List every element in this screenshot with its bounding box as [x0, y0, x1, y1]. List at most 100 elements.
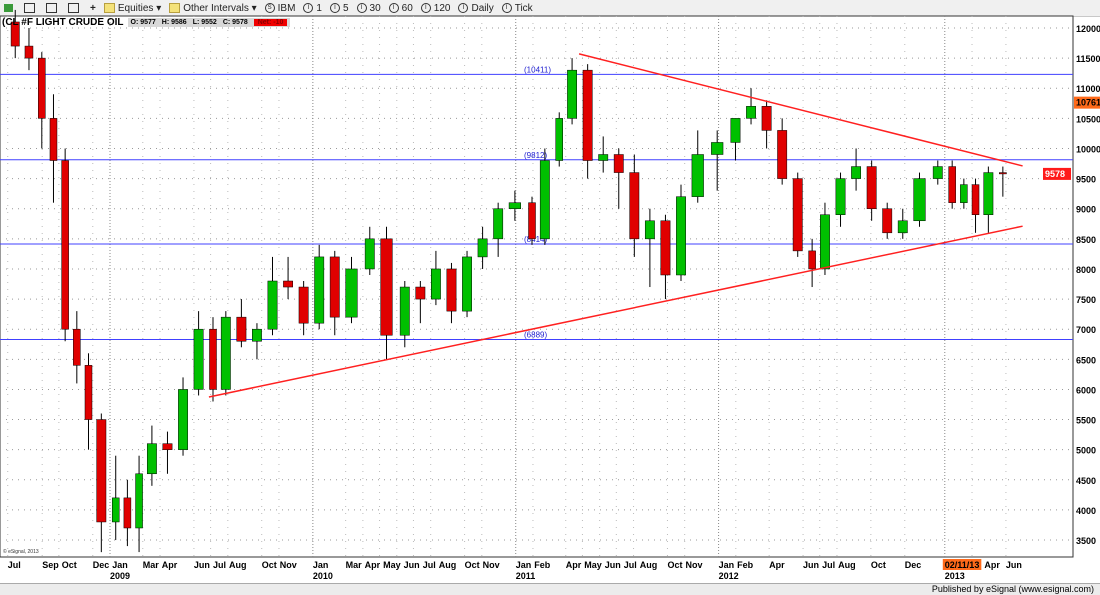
candle — [983, 166, 994, 233]
candle — [146, 425, 157, 486]
candle-body — [528, 202, 536, 240]
price-marker-label: 9578 — [1045, 169, 1065, 179]
interval-daily-button[interactable]: I Daily — [458, 3, 494, 14]
candle-body — [660, 220, 671, 276]
price-marker-label: 10761 — [1076, 98, 1100, 108]
symbol-icon: S — [264, 3, 275, 13]
candle-body — [644, 220, 655, 240]
candle — [508, 190, 521, 221]
add-page-icon[interactable] — [24, 3, 38, 13]
candle-body — [73, 328, 81, 366]
candle — [567, 58, 577, 125]
candle-body — [111, 497, 120, 523]
candle-body — [808, 250, 816, 270]
y-tick-label: 3500 — [1076, 536, 1096, 546]
candle-body — [539, 160, 550, 240]
candle-body — [380, 238, 393, 336]
candle — [999, 166, 1007, 197]
candle — [932, 160, 943, 185]
y-tick-label: 7500 — [1076, 295, 1096, 305]
x-tick-label: Nov — [280, 560, 297, 570]
y-tick-label: 10000 — [1076, 144, 1100, 154]
candle — [792, 172, 803, 257]
other-intervals-label: Other Intervals — [183, 2, 249, 14]
candle — [209, 317, 217, 402]
interval-30-button[interactable]: I 30 — [356, 2, 381, 14]
label: 120 — [433, 2, 451, 14]
x-tick-label: Jul — [213, 560, 226, 570]
interval-icon: I — [329, 3, 340, 13]
trendline — [578, 53, 1023, 167]
chart-icon[interactable] — [4, 4, 16, 12]
label: 1 — [316, 2, 322, 14]
x-tick-label: May — [383, 560, 401, 570]
candle — [61, 148, 69, 342]
symbol-ibm-button[interactable]: S IBM — [264, 3, 295, 14]
x-tick-label: Jul — [423, 560, 436, 570]
candle — [84, 353, 93, 450]
candle-body — [960, 184, 968, 203]
label: 30 — [369, 2, 381, 14]
candle-body — [84, 365, 93, 420]
price-chart[interactable]: 3500 4000 4500 5000 5500 6000 6500 7000 7500 8000… — [0, 0, 1100, 583]
candle — [555, 112, 563, 167]
x-tick-label: Nov — [685, 560, 702, 570]
folder-icon — [103, 3, 115, 13]
candle-body — [345, 268, 358, 318]
x-tick-label: Jun — [194, 560, 210, 570]
x-year-label: 2013 — [945, 571, 965, 581]
properties-icon[interactable] — [68, 3, 82, 13]
x-tick-label: Oct — [62, 560, 77, 570]
candle — [477, 226, 488, 269]
candle-body — [96, 419, 107, 523]
candle — [123, 479, 132, 547]
candle — [220, 311, 231, 396]
x-tick-label: Oct — [465, 560, 480, 570]
candle — [948, 160, 956, 209]
x-tick-label: Jun — [605, 560, 621, 570]
interval-120-button[interactable]: I 120 — [420, 2, 451, 14]
x-tick-label: Mar — [143, 560, 160, 570]
x-year-label: 2011 — [516, 571, 536, 581]
candle-body — [298, 286, 309, 324]
other-intervals-menu[interactable]: Other Intervals ▾ — [169, 2, 257, 14]
x-tick-label: Sep — [42, 560, 59, 570]
copy-page-icon[interactable] — [46, 3, 60, 13]
x-tick-label: Oct — [667, 560, 682, 570]
instrument-name: LIGHT CRUDE OIL — [35, 17, 124, 28]
interval-tick-button[interactable]: I Tick — [501, 3, 533, 14]
equities-label: Equities — [117, 2, 154, 14]
candle-body — [866, 166, 877, 209]
candle-body — [835, 178, 846, 215]
y-tick-label: 6000 — [1076, 385, 1096, 395]
candle-body — [508, 202, 521, 209]
candle-body — [430, 268, 441, 300]
candle — [613, 148, 624, 209]
x-tick-label: Apr — [984, 560, 1000, 570]
interval-60-button[interactable]: I 60 — [388, 3, 413, 14]
crosshair-plus-icon[interactable]: + — [90, 2, 96, 14]
candle — [777, 118, 788, 185]
candle — [96, 413, 107, 553]
x-tick-label: Jul — [624, 560, 637, 570]
open-value: O: 9577 — [130, 19, 156, 26]
candle — [730, 118, 741, 161]
candle — [598, 136, 609, 173]
equities-menu[interactable]: Equities ▾ — [103, 2, 161, 14]
candle — [329, 250, 340, 336]
candle-body — [792, 178, 803, 252]
candle-body — [613, 154, 624, 173]
candle-body — [178, 389, 188, 450]
candle-body — [209, 328, 217, 390]
candle — [49, 94, 58, 203]
candle-body — [146, 443, 157, 475]
candle — [691, 130, 704, 203]
x-year-label: 2010 — [313, 571, 333, 581]
candle — [298, 281, 309, 336]
candle-body — [761, 106, 772, 131]
interval-icon: I — [303, 3, 314, 13]
candle-body — [932, 166, 943, 179]
candle-body — [691, 154, 704, 197]
